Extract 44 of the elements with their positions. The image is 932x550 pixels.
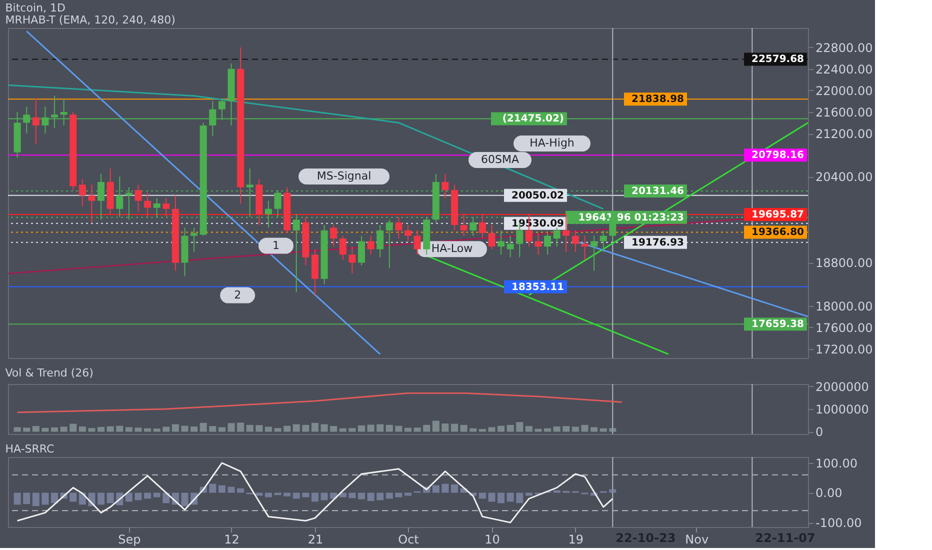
annotation: 2 bbox=[234, 288, 242, 302]
y-tick-label: 18000.00 bbox=[816, 299, 873, 314]
x-tick-label: 10 bbox=[484, 532, 500, 546]
ref-line-label: 20798.16 bbox=[751, 150, 804, 162]
y-tick-label: 0 bbox=[816, 425, 824, 440]
annotation: MS-Signal bbox=[316, 170, 372, 182]
y-tick-label: 22400.00 bbox=[816, 62, 873, 76]
ref-line-label: 19366.80 bbox=[751, 227, 804, 238]
chart-title: Bitcoin, 1D bbox=[5, 2, 66, 14]
y-tick-label: 21200.00 bbox=[816, 127, 873, 142]
y-tick-label: 18800.00 bbox=[816, 256, 873, 270]
annotation: 60SMA bbox=[481, 153, 520, 166]
ref-line-label: 20050.02 bbox=[511, 190, 564, 202]
ref-line-label: 20131.46 bbox=[631, 186, 684, 198]
x-tick-label: 19 bbox=[568, 532, 584, 546]
y-tick-label: 17600.00 bbox=[816, 320, 873, 335]
annotation: 1 bbox=[272, 238, 280, 252]
y-tick-label: 17200.00 bbox=[816, 342, 873, 356]
annotation: HA-High bbox=[530, 136, 574, 150]
y-tick-label: 20400.00 bbox=[816, 170, 873, 184]
ref-line-label: 18353.11 bbox=[511, 282, 564, 293]
chart-title: HA-SRRC bbox=[5, 442, 55, 456]
ref-line-label: 21838.98 bbox=[631, 94, 684, 106]
chart-subtitle: MRHAB-T (EMA, 120, 240, 480) bbox=[5, 14, 176, 26]
annotation: HA-Low bbox=[431, 242, 473, 256]
x-tick-label: Oct bbox=[398, 532, 420, 546]
ref-line-label: (21475.02) bbox=[502, 114, 564, 125]
x-tick-label: 21 bbox=[308, 532, 324, 546]
y-tick-label: 1000000 bbox=[816, 402, 869, 416]
ref-line-label: 19695.87 bbox=[751, 209, 804, 220]
chart-title: Vol & Trend (26) bbox=[5, 366, 94, 380]
y-tick-label: -100.00 bbox=[816, 516, 862, 530]
y-tick-label: 100.00 bbox=[816, 456, 858, 470]
x-tick-label: Nov bbox=[685, 532, 709, 546]
ref-line-label: 17659.38 bbox=[751, 319, 804, 330]
y-tick-label: 2000000 bbox=[816, 380, 869, 394]
y-tick-label: 22000.00 bbox=[816, 84, 873, 98]
x-tick-label: Sep bbox=[118, 532, 141, 546]
ref-line-label: 19176.93 bbox=[631, 237, 684, 248]
y-tick-label: 21600.00 bbox=[816, 105, 873, 120]
y-tick-label: 22800.00 bbox=[816, 40, 873, 55]
x-tick-label: 12 bbox=[224, 532, 240, 546]
y-tick-label: 0.00 bbox=[816, 486, 842, 500]
ref-line-label: 22579.68 bbox=[751, 54, 804, 66]
